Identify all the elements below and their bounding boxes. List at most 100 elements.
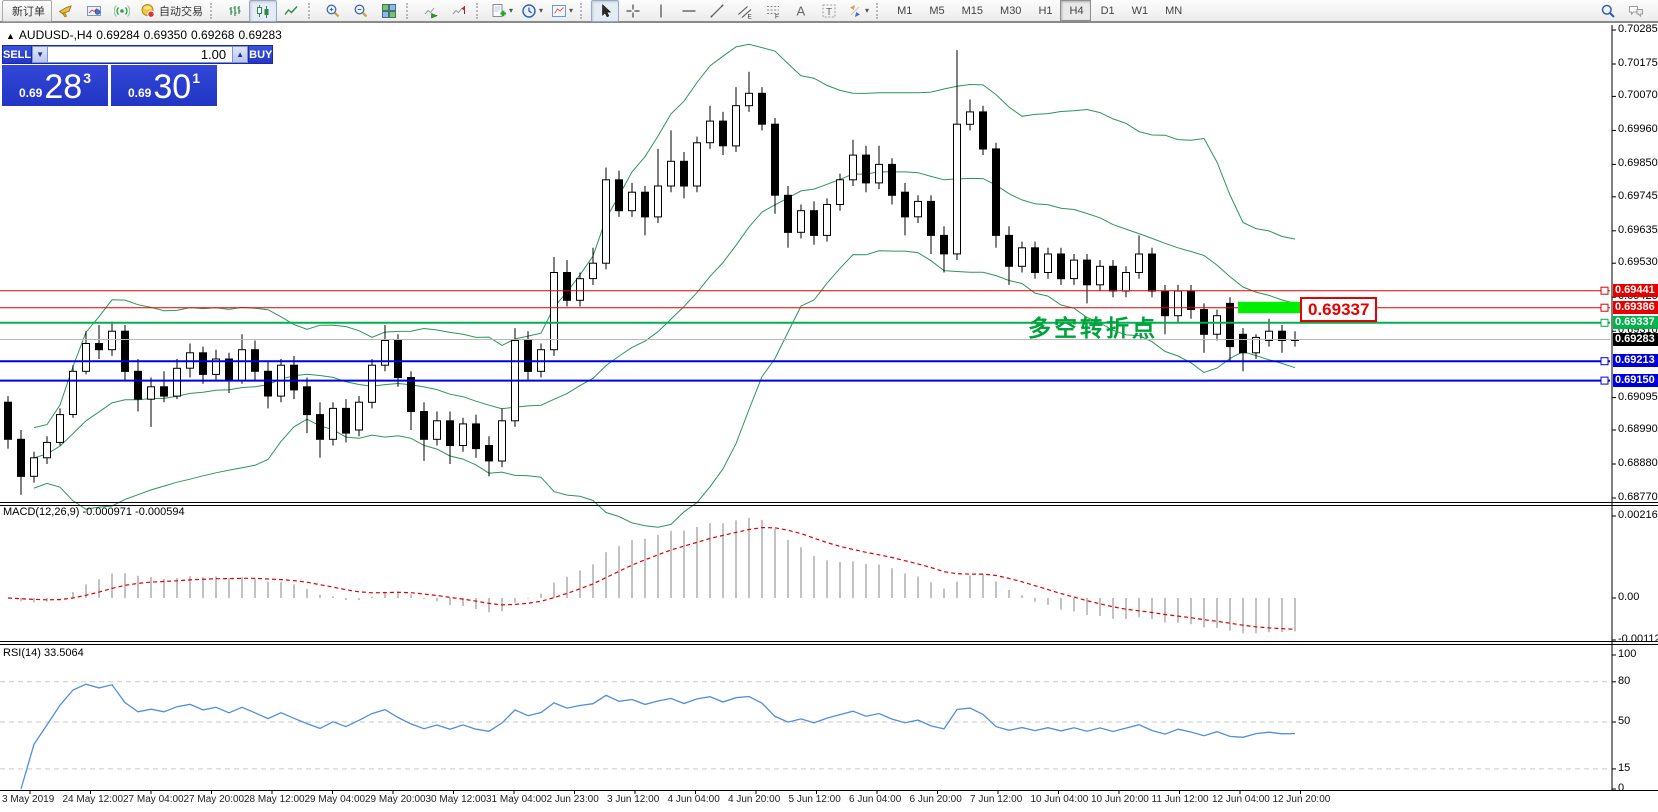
buy-price-prefix: 0.69 bbox=[128, 86, 152, 100]
time-axis-label: 12 Jun 20:00 bbox=[1272, 794, 1331, 805]
search-button[interactable] bbox=[1594, 0, 1622, 22]
price-tick-label: 0.68990 bbox=[1618, 423, 1658, 436]
zoom-out-button[interactable] bbox=[347, 0, 375, 22]
chart-shift-button[interactable] bbox=[445, 0, 473, 22]
candlestick-chart-button[interactable] bbox=[249, 0, 277, 22]
panel-collapse-icon[interactable]: ▲ bbox=[6, 31, 15, 41]
highlight-bar[interactable] bbox=[1238, 301, 1301, 314]
equidistant-channel-button[interactable]: E bbox=[731, 0, 759, 22]
svg-text:E: E bbox=[748, 13, 753, 19]
bollinger-middle-line bbox=[33, 171, 1296, 459]
autotrade-button[interactable]: 自动交易 bbox=[136, 0, 207, 22]
sell-price-big: 28 bbox=[44, 68, 83, 106]
new-order-button[interactable]: 新订单 bbox=[2, 0, 52, 22]
svg-text:A: A bbox=[797, 3, 806, 18]
horizontal-line-button[interactable] bbox=[675, 0, 703, 22]
toolbar-separator bbox=[406, 2, 412, 19]
zoom-in-button[interactable] bbox=[319, 0, 347, 22]
alerts-horn-icon[interactable] bbox=[52, 0, 80, 22]
price-badge: 0.69150 bbox=[1613, 373, 1658, 387]
annotation-text[interactable]: 多空转折点 bbox=[1028, 315, 1158, 341]
time-axis-label: 29 May 20:00 bbox=[365, 794, 426, 805]
horizontal-level-lines[interactable] bbox=[0, 286, 1610, 385]
macd-histogram bbox=[20, 518, 1296, 634]
new-chart-button[interactable]: ▾ bbox=[487, 0, 517, 22]
buy-price-big: 30 bbox=[153, 68, 192, 106]
price-callout[interactable]: 0.69337 bbox=[1300, 297, 1378, 322]
time-axis-label: 10 Jun 04:00 bbox=[1030, 794, 1089, 805]
templates-button[interactable]: ▾ bbox=[547, 0, 577, 22]
sell-price-box[interactable]: 0.69 28 3 bbox=[2, 65, 108, 106]
time-axis-label: 30 May 12:00 bbox=[425, 794, 487, 805]
time-axis-label: 3 May 2019 bbox=[2, 794, 55, 805]
volume-input[interactable] bbox=[48, 46, 233, 63]
price-tick-label: 0.70070 bbox=[1618, 89, 1658, 102]
price-badge: 0.69337 bbox=[1613, 315, 1658, 329]
chat-button[interactable] bbox=[1622, 0, 1650, 22]
time-axis-label: 11 Jun 12:00 bbox=[1151, 794, 1209, 805]
macd-label: MACD(12,26,9) -0.000971 -0.000594 bbox=[3, 506, 185, 518]
tf-m15[interactable]: M15 bbox=[961, 4, 984, 17]
price-tick-label: 0.69745 bbox=[1618, 189, 1658, 202]
volume-control: ▼ ▲ bbox=[32, 45, 249, 64]
text-label-button[interactable]: T bbox=[815, 0, 843, 22]
tf-d1[interactable]: D1 bbox=[1100, 4, 1115, 17]
tf-m1[interactable]: M1 bbox=[897, 4, 913, 17]
crosshair-button[interactable] bbox=[619, 0, 647, 22]
toolbar-separator bbox=[580, 2, 586, 19]
time-axis-label: 29 May 04:00 bbox=[304, 794, 366, 805]
macd-signal-line bbox=[7, 526, 1296, 630]
price-tick-label: 0.69960 bbox=[1618, 123, 1658, 136]
tf-m5[interactable]: M5 bbox=[929, 4, 945, 17]
arrows-button[interactable]: ▾ bbox=[843, 0, 873, 22]
time-axis-label: 4 Jun 04:00 bbox=[667, 794, 720, 805]
auto-scroll-button[interactable] bbox=[417, 0, 445, 22]
vertical-line-button[interactable] bbox=[647, 0, 675, 22]
time-axis-label: 7 Jun 12:00 bbox=[970, 794, 1023, 805]
price-tick-label: 0.68770 bbox=[1618, 490, 1658, 503]
time-axis-label: 12 Jun 04:00 bbox=[1212, 794, 1270, 805]
chart-title: ▲ AUDUSD-,H4 0.69284 0.69350 0.69268 0.69283 bbox=[6, 28, 286, 42]
periodicity-button[interactable]: ▾ bbox=[517, 0, 547, 22]
line-chart-button[interactable] bbox=[277, 0, 305, 22]
volume-down-button[interactable]: ▼ bbox=[32, 46, 49, 63]
tf-h4[interactable]: H4 bbox=[1059, 0, 1091, 21]
time-axis-label: 2 Jun 23:00 bbox=[546, 794, 599, 805]
tf-h1[interactable]: H1 bbox=[1038, 4, 1053, 17]
price-tick-label: 0.68880 bbox=[1618, 457, 1658, 470]
fibonacci-button[interactable]: F bbox=[759, 0, 787, 22]
svg-text:F: F bbox=[775, 13, 779, 19]
volume-up-button[interactable]: ▲ bbox=[232, 46, 249, 63]
signals-icon[interactable] bbox=[108, 0, 136, 22]
time-axis-label: 28 May 12:00 bbox=[244, 794, 305, 805]
price-tick-label: 0.70175 bbox=[1618, 56, 1658, 69]
cursor-button[interactable] bbox=[591, 0, 620, 22]
bollinger-bands bbox=[33, 43, 1296, 528]
rsi-line bbox=[20, 683, 1296, 790]
rsi-label: RSI(14) 33.5064 bbox=[3, 647, 84, 659]
time-axis-label: 4 Jun 20:00 bbox=[728, 794, 781, 805]
sell-button[interactable]: SELL bbox=[2, 45, 33, 64]
price-tick-label: 0.70285 bbox=[1618, 23, 1658, 35]
macd-axis-label: 0.002168 bbox=[1618, 509, 1658, 522]
text-button[interactable]: A bbox=[787, 0, 815, 22]
strategy-tester-icon[interactable] bbox=[80, 0, 108, 22]
tf-mn[interactable]: MN bbox=[1165, 4, 1183, 17]
price-badge: 0.69386 bbox=[1613, 300, 1658, 314]
toolbar-separator bbox=[476, 2, 482, 19]
bar-chart-button[interactable] bbox=[221, 0, 249, 22]
trendline-button[interactable] bbox=[703, 0, 731, 22]
tile-windows-button[interactable] bbox=[375, 0, 403, 22]
tf-w1[interactable]: W1 bbox=[1131, 4, 1149, 17]
time-axis-label: 3 Jun 12:00 bbox=[607, 794, 660, 805]
ohlc-close: 0.69283 bbox=[238, 28, 282, 42]
buy-button[interactable]: BUY bbox=[248, 45, 274, 64]
rsi-axis-label: 0 bbox=[1618, 782, 1625, 794]
buy-price-box[interactable]: 0.69 30 1 bbox=[111, 65, 217, 106]
one-click-trade-panel: SELL ▼ ▲ BUY 0.69 28 3 0.69 30 1 bbox=[2, 45, 274, 106]
rsi-axis-label: 80 bbox=[1618, 674, 1631, 687]
svg-text:T: T bbox=[826, 7, 832, 18]
tf-m30[interactable]: M30 bbox=[1000, 4, 1022, 17]
